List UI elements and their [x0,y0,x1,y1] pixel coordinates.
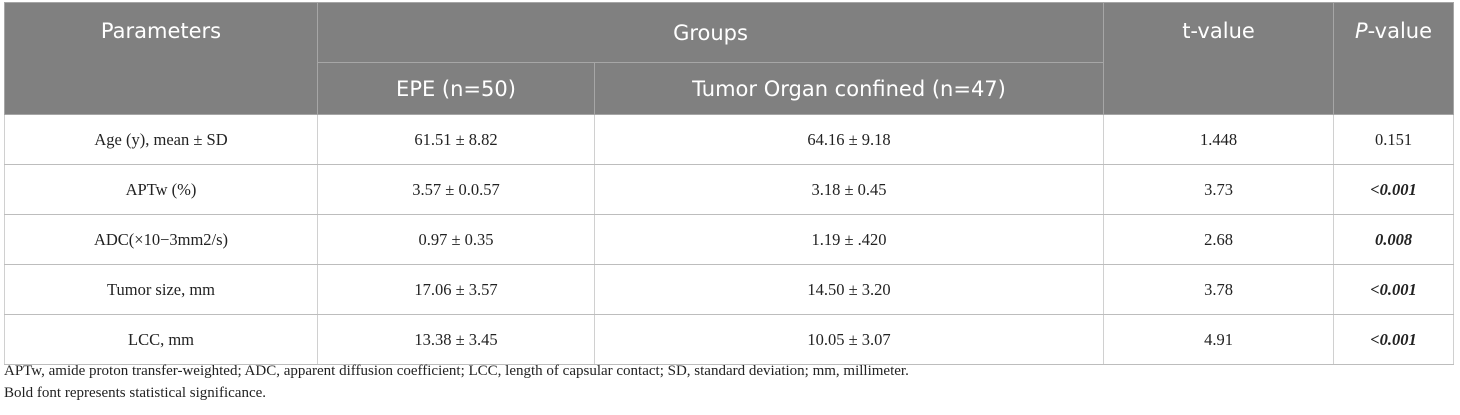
table-cell: <0.001 [1333,264,1454,315]
header-cell: Parameters [4,2,318,115]
table-cell: 17.06 ± 3.57 [317,264,595,315]
table-body: Age (y), mean ± SD 61.51 ± 8.82 64.16 ± 9.… [4,114,1454,365]
table-cell: 61.51 ± 8.82 [317,114,595,165]
table-cell: 0.97 ± 0.35 [317,214,595,265]
table-cell: 1.448 [1103,114,1334,165]
note: APTw, amide proton transfer-weighted; AD… [4,363,909,379]
table-cell: 3.73 [1103,164,1334,215]
table-cell: ADC(×10−3mm2/s) [4,214,318,265]
note: Bold font represents statistical signifi… [4,385,267,401]
table-cell: 3.18 ± 0.45 [594,164,1104,215]
table-cell: 0.151 [1333,114,1454,165]
table-cell: 14.50 ± 3.20 [594,264,1104,315]
header-cell: Tumor Organ confined (n=47) [594,62,1104,115]
header-text: P [1354,19,1368,43]
table-cell: 10.05 ± 3.07 [594,314,1104,365]
table-cell: 3.78 [1103,264,1334,315]
table-cell: LCC, mm [4,314,318,365]
header-cell: t-value [1103,2,1334,115]
table-row: Tumor size, mm 17.06 ± 3.57 14.50 ± 3.20 3.… [4,264,1454,315]
table-row: APTw (%) 3.57 ± 0.0.57 3.18 ± 0.45 3.73 <0.0… [4,164,1454,215]
header-text: -value [1367,19,1433,43]
notes: APTw, amide proton transfer-weighted; AD… [4,360,909,404]
header-cell: EPE (n=50) [317,62,595,115]
table-row: LCC, mm 13.38 ± 3.45 10.05 ± 3.07 4.91 <0.00… [4,314,1454,365]
table-cell: 64.16 ± 9.18 [594,114,1104,165]
header-cell: Groups [317,2,1104,63]
table-cell: 2.68 [1103,214,1334,265]
table-cell: 3.57 ± 0.0.57 [317,164,595,215]
table-cell: 13.38 ± 3.45 [317,314,595,365]
table-cell: 4.91 [1103,314,1334,365]
header-cell: P-value [1333,2,1454,115]
table-row: ADC(×10−3mm2/s) 0.97 ± 0.35 1.19 ± .420 2.6… [4,214,1454,265]
results-table: Parameters Groups t-value P-value EPE (n… [4,2,1454,365]
table-row: Age (y), mean ± SD 61.51 ± 8.82 64.16 ± 9.… [4,114,1454,165]
table-cell: APTw (%) [4,164,318,215]
table-cell: Tumor size, mm [4,264,318,315]
table-cell: <0.001 [1333,314,1454,365]
table-cell: <0.001 [1333,164,1454,215]
table-cell: 1.19 ± .420 [594,214,1104,265]
table-cell: 0.008 [1333,214,1454,265]
table-cell: Age (y), mean ± SD [4,114,318,165]
